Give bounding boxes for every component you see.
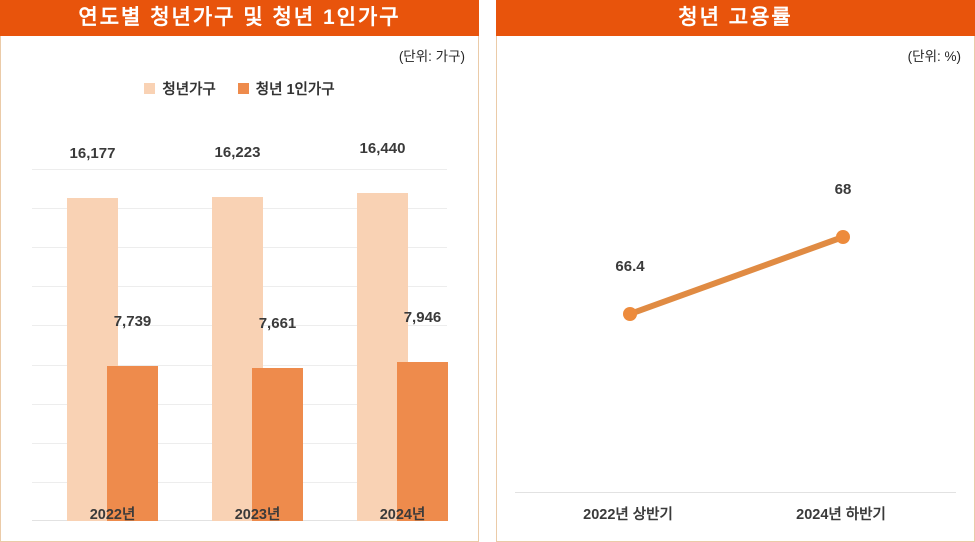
legend-label-youth-households: 청년가구 (162, 82, 216, 98)
x-axis-categories: 2022년 2023년 2024년 (32, 503, 447, 527)
unit-label-percent: (단위: %) (907, 49, 961, 64)
line-plot: 66.4 68 (510, 76, 961, 541)
chart-area-line: (단위: %) 66.4 68 2022년 상반기 2024년 하반기 (496, 36, 975, 542)
chart-legend: 청년가구 청년 1인가구 (1, 78, 478, 99)
employment-rate-line-series (623, 230, 850, 321)
bar-value-dark-2022: 7,739 (113, 313, 152, 330)
legend-item-youth-households: 청년가구 (144, 78, 216, 99)
panel-title-youth-households: 연도별 청년가구 및 청년 1인가구 (0, 0, 479, 36)
legend-label-single-person: 청년 1인가구 (255, 82, 335, 98)
legend-swatch-icon-dark (237, 83, 249, 94)
data-point-2024 (836, 230, 850, 244)
bar-value-light-2024: 16,440 (359, 140, 406, 157)
point-value-2022: 66.4 (615, 258, 645, 275)
x-label-2024-h2: 2024년 하반기 (796, 507, 886, 523)
x-label-2022: 2022년 (89, 507, 136, 523)
line-segment (627, 234, 846, 317)
bar-dark-2024 (397, 362, 448, 521)
panel-youth-employment-rate: 청년 고용률 (단위: %) 66.4 68 2022년 상반기 2024년 하… (496, 0, 975, 542)
x-label-2022-h1: 2022년 상반기 (583, 507, 673, 523)
line-x-axis-categories: 2022년 상반기 2024년 하반기 (515, 503, 956, 527)
bar-plot: 16,177 7,739 16,223 7,661 16,440 7,946 2… (14, 136, 465, 541)
x-label-2024: 2024년 (379, 507, 426, 523)
bar-value-light-2023: 16,223 (214, 144, 261, 161)
bar-value-light-2022: 16,177 (69, 145, 116, 162)
bar-series-group: 16,177 7,739 16,223 7,661 16,440 7,946 (32, 140, 448, 521)
unit-label-households: (단위: 가구) (398, 49, 465, 64)
line-x-axis-line (515, 492, 956, 493)
point-value-2024: 68 (834, 181, 852, 198)
bar-dark-2023 (252, 368, 303, 521)
bar-value-dark-2023: 7,661 (258, 315, 297, 332)
panel-youth-households: 연도별 청년가구 및 청년 1인가구 (단위: 가구) 청년가구 청년 1인가구 (0, 0, 479, 542)
legend-swatch-icon-light (144, 83, 156, 94)
chart-area-bar: (단위: 가구) 청년가구 청년 1인가구 (0, 36, 479, 542)
bar-value-dark-2024: 7,946 (403, 309, 442, 326)
data-point-2022 (623, 307, 637, 321)
bar-dark-2022 (107, 366, 158, 521)
panel-title-employment-rate: 청년 고용률 (496, 0, 975, 36)
legend-item-single-person: 청년 1인가구 (237, 78, 335, 99)
x-label-2023: 2023년 (234, 507, 281, 523)
